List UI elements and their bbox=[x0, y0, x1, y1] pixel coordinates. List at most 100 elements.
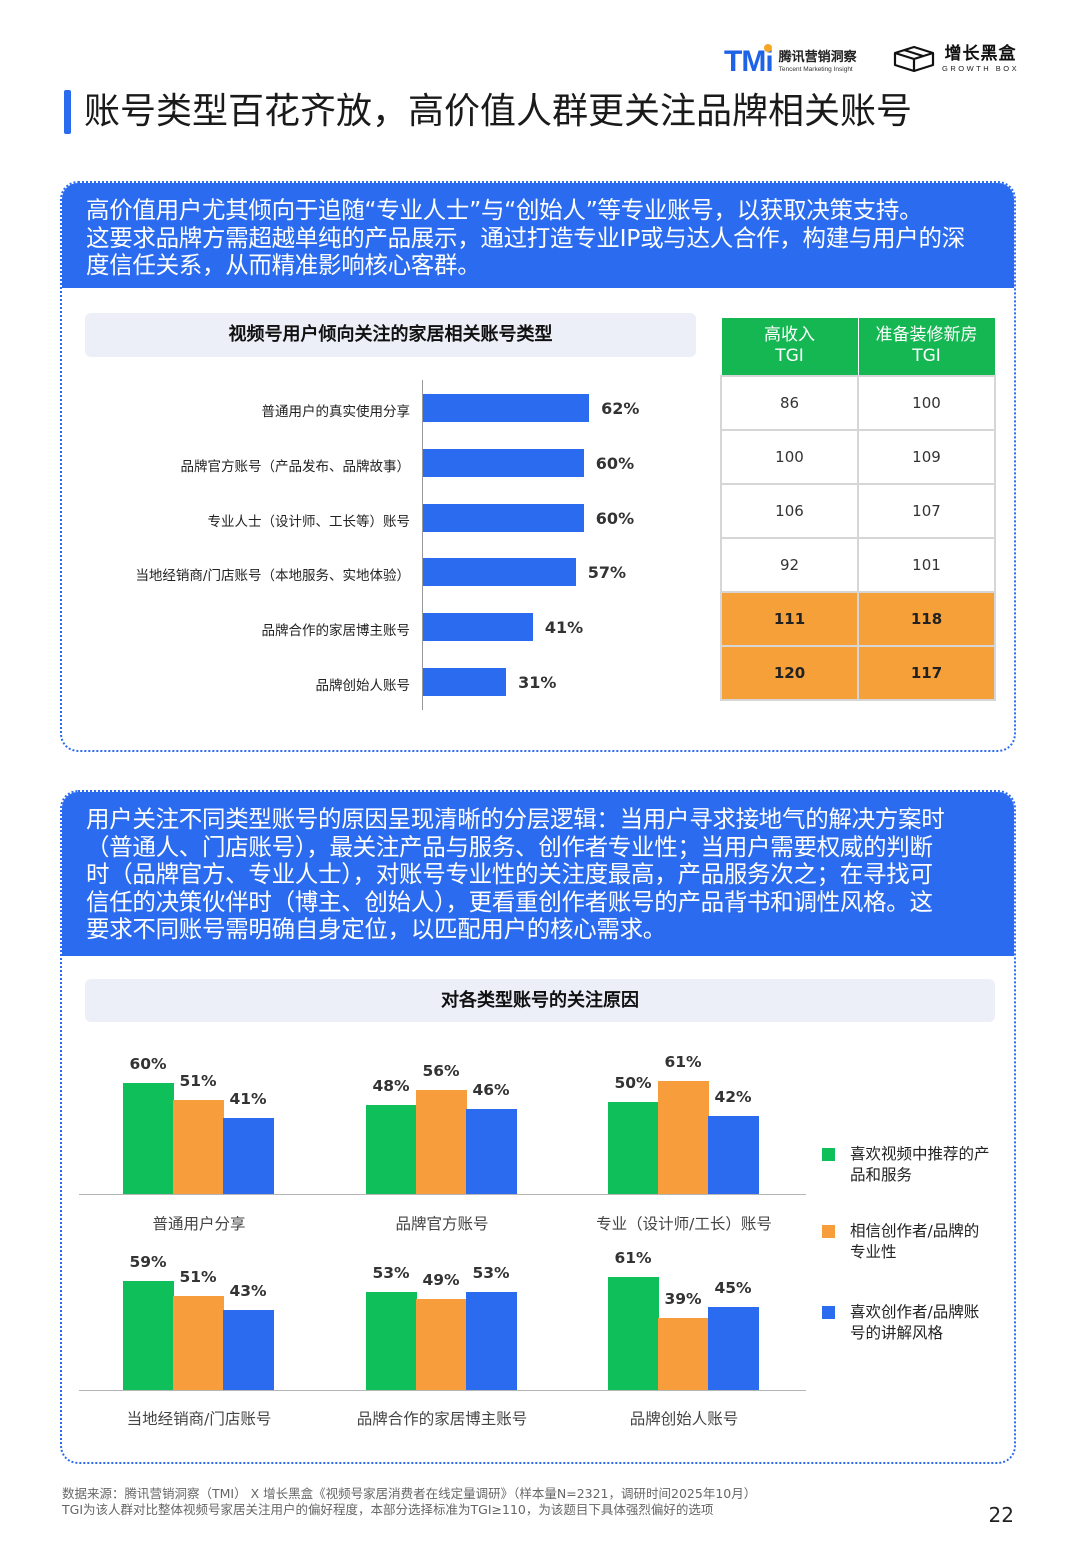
section2-lead-line: （普通人、门店账号），最关注产品与服务、创作者专业性；当用户需要权威的判断 bbox=[86, 832, 933, 861]
chart2-bar bbox=[658, 1081, 709, 1194]
chart2-category-label: 普通用户分享 bbox=[152, 1215, 246, 1233]
section2-lead-line: 时（品牌官方、专业人士），对账号专业性的关注度最高，产品服务次之；在寻找可 bbox=[86, 860, 933, 888]
chart2-baseline bbox=[79, 1390, 806, 1391]
tgi-table: 高收入 TGI 准备装修新房 TGI 86 100 100 109 106 107 92 101 1… bbox=[720, 317, 996, 701]
tmi-logo-mark: TMi bbox=[724, 44, 774, 78]
chart2-category-label: 品牌合作的家居博主账号 bbox=[356, 1410, 528, 1428]
tmi-logo-cn: 腾讯营销洞察 bbox=[778, 50, 857, 65]
legend-swatch bbox=[822, 1225, 835, 1238]
chart1-bar bbox=[423, 504, 584, 532]
tgi-cell: 92 bbox=[720, 536, 859, 593]
tgi-row: 92 101 bbox=[720, 536, 996, 593]
chart1-row: 普通用户的真实使用分享 62% bbox=[62, 394, 702, 424]
legend-label: 喜欢创作者/品牌账号的讲解风格 bbox=[850, 1303, 980, 1342]
chart1-category-label: 专业人士（设计师、工长等）账号 bbox=[207, 514, 411, 530]
chart2-value-label: 51% bbox=[179, 1071, 217, 1090]
page-title: 账号类型百花齐放，高价值人群更关注品牌相关账号 bbox=[84, 91, 913, 132]
tgi-header-high-income: 高收入 TGI bbox=[720, 317, 859, 376]
chart1-bar bbox=[423, 449, 584, 477]
chart2-bar bbox=[173, 1295, 224, 1390]
section2-lead-line: 要求不同账号需明确自身定位，以匹配用户的核心需求。 bbox=[86, 915, 666, 943]
tgi-row: 86 100 bbox=[720, 374, 996, 431]
title-accent-bar bbox=[64, 90, 71, 134]
chart1-axis bbox=[422, 380, 423, 710]
growth-box-en: GROWTH BOX bbox=[942, 64, 1020, 73]
chart2-bar bbox=[466, 1291, 517, 1390]
tgi-cell: 109 bbox=[857, 428, 996, 485]
chart2-value-label: 50% bbox=[614, 1073, 652, 1092]
tgi-row: 100 109 bbox=[720, 428, 996, 485]
tgi-header-text: 高收入 bbox=[764, 325, 815, 346]
chart2-value-label: 61% bbox=[614, 1249, 652, 1268]
chart2-value-label: 56% bbox=[422, 1062, 460, 1081]
chart1-value-label: 57% bbox=[587, 563, 627, 582]
chart1-category-label: 品牌官方账号（产品发布、品牌故事） bbox=[180, 459, 411, 475]
tgi-cell: 120 bbox=[720, 644, 859, 701]
legend-label: 喜欢视频中推荐的产品和服务 bbox=[850, 1145, 990, 1184]
chart2-bar bbox=[708, 1116, 759, 1194]
tgi-header-text: 准备装修新房 bbox=[875, 325, 978, 346]
chart2-value-label: 41% bbox=[229, 1090, 267, 1109]
chart2-bar bbox=[366, 1291, 417, 1390]
section-account-types: 高价值用户尤其倾向于追随“专业人士”与“创始人”等专业账号，以获取决策支持。 这… bbox=[60, 181, 1016, 752]
section1-lead-line: 这要求品牌方需超越单纯的产品展示，通过打造专业IP或与达人合作，构建与用户的深 bbox=[86, 223, 965, 252]
legend-label: 相信创作者/品牌的专业性 bbox=[850, 1222, 980, 1261]
tgi-cell: 117 bbox=[857, 644, 996, 701]
section1-lead: 高价值用户尤其倾向于追随“专业人士”与“创始人”等专业账号，以获取决策支持。 这… bbox=[62, 183, 1014, 288]
tgi-row: 106 107 bbox=[720, 482, 996, 539]
chart1-row: 品牌合作的家居博主账号 41% bbox=[62, 613, 702, 643]
chart2-bar bbox=[658, 1317, 709, 1390]
section2-lead-line: 信任的决策伙伴时（博主、创始人），更看重创作者账号的产品背书和调性风格。这 bbox=[86, 887, 933, 916]
chart2-value-label: 61% bbox=[664, 1053, 702, 1072]
chart1-value-label: 31% bbox=[518, 673, 557, 692]
chart1-row: 专业人士（设计师、工长等）账号 60% bbox=[62, 504, 702, 534]
chart2-category-label: 品牌创始人账号 bbox=[629, 1410, 739, 1428]
tgi-cell: 118 bbox=[857, 590, 996, 647]
tgi-cell: 107 bbox=[857, 482, 996, 539]
chart2-bar bbox=[608, 1101, 659, 1194]
chart1-bar bbox=[423, 394, 590, 422]
chart1-value-label: 41% bbox=[544, 618, 584, 637]
chart2-title: 对各类型账号的关注原因 bbox=[85, 979, 995, 1022]
footer-tgi-note: TGI为该人群对比整体视频号家居关注用户的偏好程度，本部分选择标准为TGI≥11… bbox=[62, 1502, 714, 1517]
footer-source: 数据来源：腾讯营销洞察（TMI） X 增长黑盒《视频号家居消费者在线定量调研》（… bbox=[62, 1486, 757, 1501]
chart2-value-label: 49% bbox=[422, 1271, 460, 1290]
chart2-value-label: 39% bbox=[664, 1289, 702, 1308]
tgi-cell: 100 bbox=[857, 374, 996, 431]
chart1-category-label: 普通用户的真实使用分享 bbox=[261, 404, 411, 420]
chart1-value-label: 60% bbox=[595, 509, 635, 528]
chart2-bar bbox=[223, 1118, 274, 1194]
tgi-cell: 106 bbox=[720, 482, 859, 539]
chart2-bar bbox=[123, 1280, 174, 1390]
section1-lead-line: 高价值用户尤其倾向于追随“专业人士”与“创始人”等专业账号，以获取决策支持。 bbox=[86, 196, 923, 224]
chart2-value-label: 46% bbox=[472, 1080, 510, 1099]
section2-lead-line: 用户关注不同类型账号的原因呈现清晰的分层逻辑：当用户寻求接地气的解决方案时 bbox=[86, 805, 945, 833]
tgi-cell: 86 bbox=[720, 374, 859, 431]
chart2-value-label: 42% bbox=[714, 1088, 752, 1107]
chart1-bar bbox=[423, 668, 507, 696]
chart2-bar bbox=[416, 1090, 467, 1194]
chart2-bar bbox=[416, 1299, 467, 1390]
chart2-value-label: 45% bbox=[714, 1278, 752, 1297]
legend-swatch bbox=[822, 1306, 835, 1319]
section-follow-reasons: 用户关注不同类型账号的原因呈现清晰的分层逻辑：当用户寻求接地气的解决方案时 （普… bbox=[60, 790, 1016, 1464]
chart2-value-label: 43% bbox=[229, 1282, 267, 1301]
chart2-baseline bbox=[79, 1194, 806, 1195]
chart2-category-label: 当地经销商/门店账号 bbox=[126, 1410, 272, 1428]
chart1-category-label: 当地经销商/门店账号（本地服务、实地体验） bbox=[135, 568, 410, 584]
chart2-bar bbox=[123, 1083, 174, 1194]
chart1-row: 品牌官方账号（产品发布、品牌故事） 60% bbox=[62, 449, 702, 479]
footer-notes: 数据来源：腾讯营销洞察（TMI） X 增长黑盒《视频号家居消费者在线定量调研》（… bbox=[62, 1486, 756, 1518]
tgi-header-renovation: 准备装修新房 TGI bbox=[857, 317, 996, 376]
tgi-row: 111 118 bbox=[720, 590, 996, 647]
chart1-value-label: 60% bbox=[595, 454, 635, 473]
chart2-legend-item: 喜欢创作者/品牌账号的讲解风格 bbox=[822, 1302, 990, 1344]
chart2-value-label: 48% bbox=[372, 1077, 410, 1096]
chart1-row: 当地经销商/门店账号（本地服务、实地体验） 57% bbox=[62, 558, 702, 588]
tgi-cell: 100 bbox=[720, 428, 859, 485]
growth-box-cube-icon bbox=[893, 45, 935, 73]
tmi-logo-en: Tencent Marketing Insight bbox=[778, 66, 853, 73]
chart1-category-label: 品牌创始人账号 bbox=[315, 678, 411, 694]
chart1-value-label: 62% bbox=[601, 399, 640, 418]
chart2-bar bbox=[366, 1105, 417, 1194]
